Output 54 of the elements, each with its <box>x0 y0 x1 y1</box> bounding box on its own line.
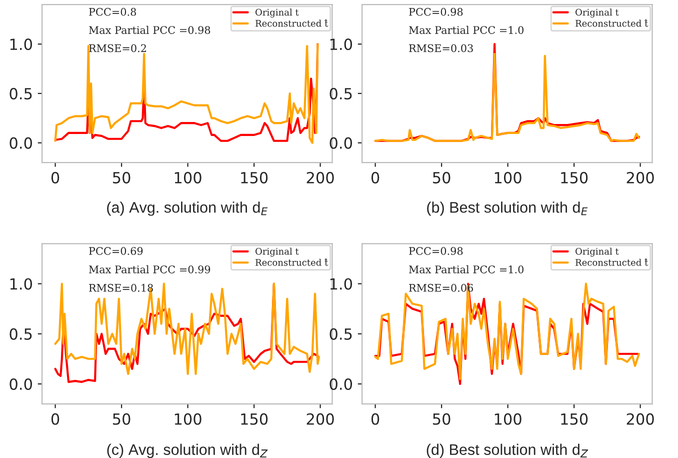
x-tick-label: 50 <box>433 413 450 425</box>
y-tick-label: 1.0 <box>10 278 32 290</box>
x-tick-label: 50 <box>112 172 130 184</box>
x-tick-label: 100 <box>494 413 522 425</box>
annotation: Max Partial PCC =0.98 <box>88 26 210 34</box>
y-tick-label: 0.5 <box>10 328 32 340</box>
x-tick-label: 100 <box>174 413 202 425</box>
x-tick-label: 150 <box>241 413 268 425</box>
y-tick-label: 0.0 <box>10 137 32 149</box>
annotation: Max Partial PCC =1.0 <box>409 265 524 274</box>
legend-label: Original t <box>256 8 299 18</box>
x-tick-label: 100 <box>174 172 202 184</box>
annotation: Max Partial PCC =1.0 <box>409 26 524 34</box>
annotation: PCC=0.98 <box>409 8 463 16</box>
y-tick-label: 0.5 <box>330 88 352 100</box>
x-tick-label: 0 <box>51 172 60 184</box>
text: (a) Avg. solution with d$_{E}$ <box>107 202 268 216</box>
y-tick-label: 1.0 <box>10 38 32 50</box>
x-tick-label: 200 <box>306 172 334 184</box>
annotation: PCC=0.69 <box>89 247 143 255</box>
y-tick-label: 0.0 <box>330 137 352 149</box>
x-tick-label: 200 <box>626 413 654 425</box>
x-tick-label: 200 <box>626 172 654 184</box>
x-tick-label: 100 <box>494 172 522 184</box>
text: (c) Avg. solution with d$_{Z}$ <box>107 444 268 458</box>
legend-label: Original t <box>576 8 619 18</box>
y-tick-label: 0.0 <box>10 378 32 390</box>
x-tick-label: 50 <box>433 172 450 184</box>
legend-label: Reconstructed t̂ <box>256 19 328 27</box>
x-tick-label: 150 <box>561 413 588 425</box>
y-tick-label: 0.5 <box>330 328 352 340</box>
annotation: Max Partial PCC =0.99 <box>88 265 210 274</box>
x-tick-label: 0 <box>51 413 60 425</box>
legend-label: Original t <box>256 248 299 257</box>
x-tick-label: 200 <box>306 413 334 425</box>
annotation: PCC=0.8 <box>89 8 136 16</box>
legend-label: Reconstructed t̂ <box>576 19 648 27</box>
x-tick-label: 150 <box>241 172 268 184</box>
legend-label: Reconstructed t̂ <box>256 258 328 266</box>
x-tick-label: 50 <box>112 413 130 425</box>
x-tick-label: 150 <box>561 172 588 184</box>
y-tick-label: 1.0 <box>330 278 352 290</box>
text: (d) Best solution with d$_{Z}$ <box>426 444 588 458</box>
annotation: RMSE=0.18 <box>89 284 153 292</box>
legend-label: Reconstructed t̂ <box>576 258 648 266</box>
annotation: RMSE=0.03 <box>409 44 473 52</box>
y-tick-label: 1.0 <box>330 38 352 50</box>
text: (b) Best solution with d$_{E}$ <box>427 202 588 216</box>
y-tick-label: 0.5 <box>10 88 32 100</box>
legend-label: Original t <box>576 248 619 257</box>
x-tick-label: 0 <box>371 413 380 425</box>
y-tick-label: 0.0 <box>330 378 352 390</box>
x-tick-label: 0 <box>371 172 380 184</box>
annotation: PCC=0.98 <box>409 247 463 255</box>
